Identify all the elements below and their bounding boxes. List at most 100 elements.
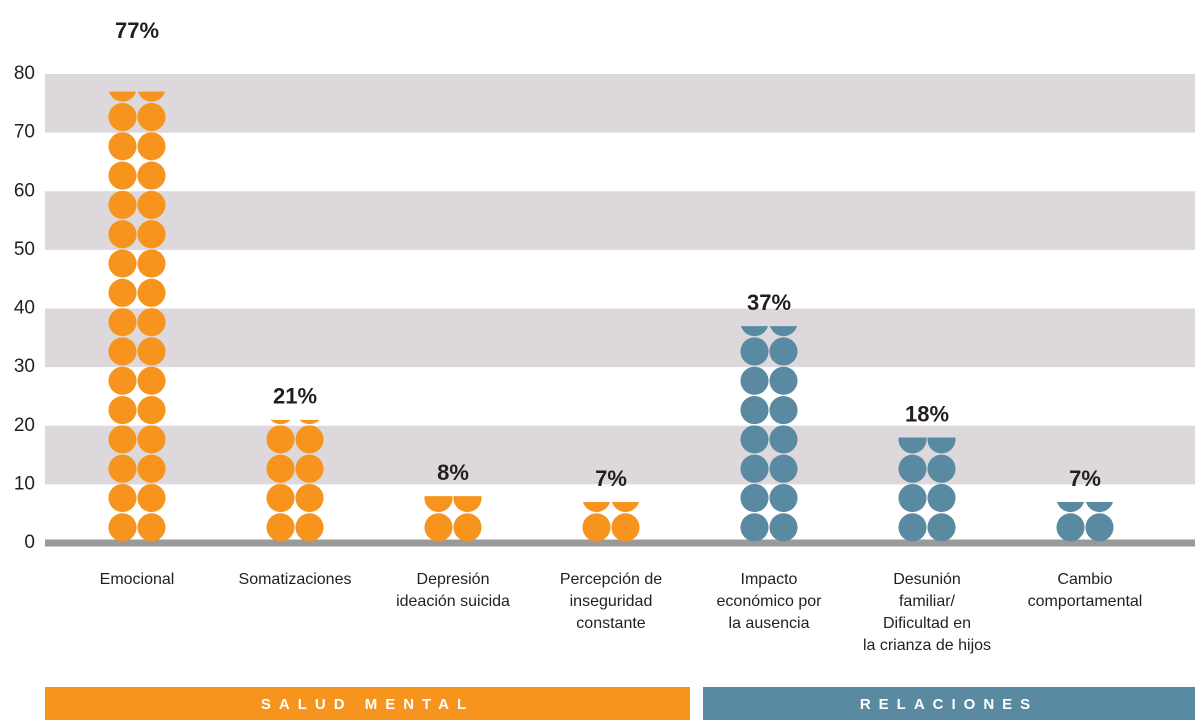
dot [1085, 513, 1114, 542]
x-tick-label: Emocional [100, 571, 175, 588]
dot [740, 366, 769, 395]
dot-column [582, 501, 640, 542]
dot [453, 496, 482, 513]
dot [108, 513, 137, 542]
dot [138, 91, 165, 102]
value-label: 18% [905, 401, 949, 426]
dot-column [424, 496, 482, 542]
dot [582, 513, 611, 542]
group-label: SALUD MENTAL [261, 696, 474, 713]
x-tick-label: Cambio comportamental [1028, 571, 1143, 610]
dot [927, 513, 956, 542]
dot [295, 513, 324, 542]
dot [769, 483, 798, 513]
dot [108, 278, 137, 307]
dot [740, 483, 769, 513]
x-tick-label: Desunión familiar/Dificultad en la crianza… [863, 571, 991, 654]
dot [927, 454, 956, 483]
group-label: RELACIONES [860, 696, 1038, 713]
x-tick-label: Somatizaciones [239, 571, 352, 588]
dot [137, 396, 166, 425]
dot [769, 425, 798, 454]
dot [266, 513, 295, 542]
dot [108, 102, 137, 132]
dot [137, 102, 166, 132]
dot [137, 132, 166, 161]
dot [295, 454, 324, 483]
dot [137, 278, 166, 307]
dot [108, 132, 137, 161]
dot [137, 483, 166, 513]
y-tick-label: 10 [14, 473, 35, 494]
x-tick-label: Depresión ideación suicida [396, 571, 510, 610]
grid-band [45, 425, 1195, 485]
dot [266, 483, 295, 513]
dot [583, 501, 610, 513]
y-tick-label: 40 [14, 298, 35, 319]
dot [108, 220, 137, 249]
dot [898, 513, 927, 542]
dot [769, 396, 798, 425]
dot [137, 249, 166, 278]
dot [927, 437, 956, 454]
dot [769, 513, 798, 542]
dot [137, 425, 166, 454]
dot [295, 483, 324, 513]
dot [740, 454, 769, 483]
dot [611, 513, 640, 542]
dot [137, 337, 166, 366]
dot [266, 454, 295, 483]
y-tick-label: 0 [24, 532, 35, 553]
dot [769, 337, 798, 366]
dot [770, 326, 797, 337]
dot [1056, 513, 1085, 542]
dot-column [740, 326, 798, 542]
dot [740, 425, 769, 454]
dot [108, 366, 137, 395]
dot [137, 220, 166, 249]
dot-column [898, 437, 956, 542]
dot-column [1056, 501, 1114, 542]
dot [137, 366, 166, 395]
grid-band [45, 308, 1195, 368]
dot [295, 425, 324, 454]
dot [740, 513, 769, 542]
dot [108, 396, 137, 425]
dot [927, 483, 956, 513]
dot [612, 501, 639, 513]
dot [108, 161, 137, 190]
dot [1057, 501, 1084, 513]
dot [108, 454, 137, 483]
value-label: 37% [747, 290, 791, 315]
dot [266, 425, 295, 454]
dot-column [266, 419, 324, 542]
value-label: 8% [437, 460, 469, 485]
dot [137, 308, 166, 337]
dot [108, 190, 137, 219]
y-tick-label: 20 [14, 415, 35, 436]
group-bar [703, 687, 1195, 720]
dot [1086, 501, 1113, 513]
y-tick-label: 80 [14, 63, 35, 84]
dot [769, 454, 798, 483]
grid-band [45, 191, 1195, 250]
group-bar [45, 687, 690, 720]
dot [453, 513, 482, 542]
dot [898, 437, 927, 454]
dot [108, 483, 137, 513]
y-tick-label: 50 [14, 239, 35, 260]
x-tick-label: Impacto económico por la ausencia [717, 571, 823, 632]
dot [424, 513, 453, 542]
dot [740, 337, 769, 366]
dot [740, 396, 769, 425]
y-tick-label: 30 [14, 356, 35, 377]
value-label: 7% [595, 466, 627, 491]
dot [898, 454, 927, 483]
value-label: 21% [273, 384, 317, 409]
dot [108, 425, 137, 454]
dot [137, 454, 166, 483]
dot [424, 496, 453, 513]
dot [270, 419, 291, 425]
dot [137, 161, 166, 190]
